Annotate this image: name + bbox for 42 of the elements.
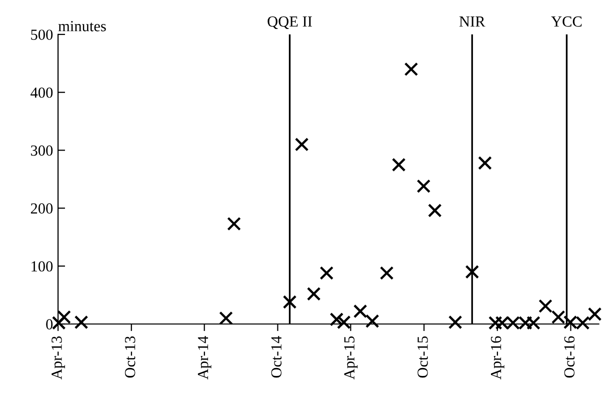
point bbox=[52, 316, 66, 330]
x-tick-label: Oct-15 bbox=[418, 336, 428, 378]
point bbox=[538, 299, 552, 313]
point bbox=[282, 295, 297, 309]
x-tick-label: Oct-16 bbox=[564, 336, 575, 378]
y-tick-label: 400 bbox=[30, 87, 53, 98]
y-tick-label: 500 bbox=[31, 30, 53, 40]
point bbox=[353, 304, 368, 318]
point bbox=[365, 314, 380, 328]
y-tick-label: 200 bbox=[30, 203, 53, 214]
x-tick-label: Apr-14 bbox=[198, 336, 212, 380]
y-axis-title: minutes bbox=[58, 21, 106, 32]
y-tick-label: 300 bbox=[31, 145, 53, 156]
point bbox=[428, 204, 442, 218]
point bbox=[227, 216, 241, 231]
point bbox=[404, 62, 418, 76]
point bbox=[416, 179, 431, 194]
point bbox=[336, 315, 351, 330]
y-tick-label: 100 bbox=[32, 261, 53, 272]
point bbox=[74, 315, 88, 330]
point bbox=[306, 286, 321, 301]
point bbox=[465, 264, 480, 279]
point bbox=[294, 138, 309, 152]
ref-line-label: NIR bbox=[459, 16, 486, 27]
ref-line-label: QQE II bbox=[268, 16, 312, 30]
y-tick-label: 0 bbox=[46, 319, 53, 330]
x-tick-label: Oct-14 bbox=[271, 336, 282, 378]
x-tick-label: Oct-13 bbox=[124, 336, 136, 378]
point bbox=[392, 158, 406, 172]
point bbox=[488, 316, 502, 330]
point bbox=[57, 310, 71, 324]
point bbox=[380, 266, 394, 280]
point bbox=[330, 312, 344, 326]
point bbox=[448, 315, 462, 330]
point bbox=[320, 266, 334, 280]
point bbox=[219, 311, 233, 326]
x-tick-label: Apr-15 bbox=[344, 336, 358, 380]
x-tick-label: Apr-16 bbox=[490, 336, 504, 380]
x-tick-label: Apr-13 bbox=[52, 336, 65, 380]
point bbox=[588, 307, 602, 322]
point bbox=[478, 156, 492, 170]
ref-line-label: YCC bbox=[551, 16, 582, 27]
